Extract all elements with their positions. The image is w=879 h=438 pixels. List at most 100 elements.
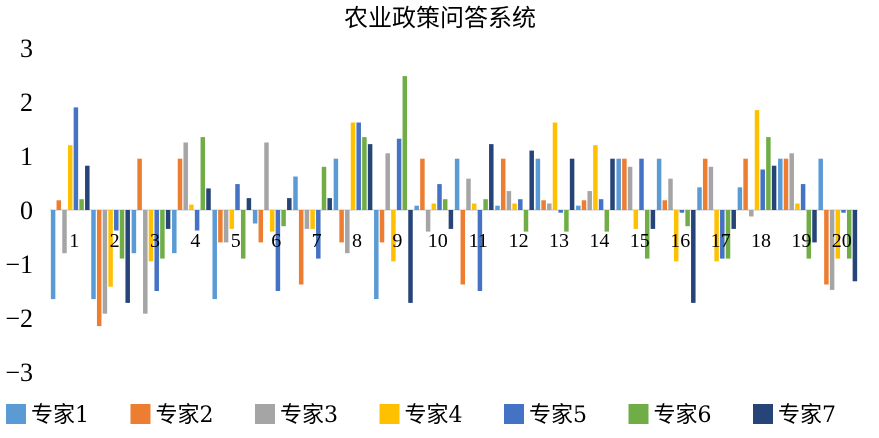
bar <box>91 210 96 300</box>
bar <box>535 158 541 210</box>
legend-swatch <box>504 404 524 424</box>
bar <box>783 158 789 210</box>
bar <box>367 144 373 210</box>
bar <box>506 191 512 210</box>
bar <box>800 184 806 210</box>
bar <box>471 203 477 210</box>
bar <box>362 137 367 210</box>
bar <box>771 165 777 210</box>
legend-swatch <box>753 404 773 424</box>
bar <box>852 210 858 282</box>
bar <box>194 210 200 231</box>
bar <box>552 122 558 210</box>
bar <box>218 210 223 243</box>
bar <box>172 210 177 254</box>
bar <box>743 158 748 210</box>
bar <box>564 210 569 232</box>
bar <box>622 158 627 210</box>
bar <box>708 166 714 210</box>
chart-title: 农业政策问答系统 <box>344 4 536 32</box>
bar <box>812 210 817 243</box>
bar <box>731 210 736 229</box>
bar <box>287 198 292 210</box>
bar <box>385 153 390 210</box>
bar <box>165 210 171 229</box>
bar <box>281 210 286 227</box>
bar <box>835 210 841 259</box>
bar <box>691 210 696 303</box>
bar <box>223 210 229 243</box>
bar <box>633 210 639 229</box>
category-label: 6 <box>271 230 281 252</box>
bar <box>431 203 437 210</box>
bar <box>806 210 812 259</box>
bar <box>523 210 529 232</box>
bar <box>298 210 304 285</box>
legend-label: 专家7 <box>778 403 836 428</box>
bar <box>189 204 194 210</box>
bar <box>137 158 142 210</box>
bar <box>725 210 731 259</box>
y-tick-label: −3 <box>5 358 33 387</box>
bar <box>374 210 379 300</box>
legend-swatch <box>255 404 275 424</box>
bar <box>269 210 275 232</box>
bar <box>148 210 154 262</box>
legend-label: 专家6 <box>654 403 712 428</box>
category-label: 19 <box>791 230 811 252</box>
category-label: 8 <box>352 230 362 252</box>
bar <box>749 210 754 217</box>
category-label: 9 <box>392 230 402 252</box>
category-label: 20 <box>832 230 852 252</box>
bar <box>454 158 460 210</box>
bar <box>500 158 506 210</box>
bar <box>662 200 668 210</box>
bar <box>229 210 235 229</box>
category-label: 4 <box>190 230 200 252</box>
bar <box>258 210 264 243</box>
bar <box>379 210 385 243</box>
bar <box>131 210 137 254</box>
legend-label: 专家4 <box>405 403 463 428</box>
bar <box>495 205 500 210</box>
category-label: 11 <box>469 230 488 252</box>
bar <box>85 165 90 210</box>
bar <box>697 187 702 210</box>
bar <box>437 184 442 210</box>
bar <box>846 210 852 259</box>
bar <box>766 137 771 210</box>
y-tick-label: 2 <box>20 88 33 117</box>
bar <box>160 210 165 259</box>
bar <box>616 158 621 210</box>
bar <box>177 158 183 210</box>
bar <box>714 210 719 262</box>
bar <box>252 210 258 224</box>
bar <box>529 150 534 210</box>
bar <box>460 210 466 285</box>
bar <box>576 205 581 210</box>
category-label: 10 <box>428 230 448 252</box>
bar <box>275 210 281 291</box>
bar <box>558 210 563 213</box>
bar <box>119 210 125 259</box>
category-label: 17 <box>711 230 731 252</box>
bar <box>569 158 575 210</box>
bar <box>414 205 419 210</box>
bar <box>593 145 598 210</box>
legend-label: 专家2 <box>156 403 214 428</box>
y-tick-label: 0 <box>20 196 33 225</box>
bar <box>483 199 488 210</box>
bar <box>327 198 332 210</box>
bar <box>639 158 644 210</box>
bar <box>679 210 685 213</box>
bar <box>339 210 344 243</box>
bar <box>778 158 783 210</box>
bar <box>125 210 130 303</box>
bar <box>73 107 79 210</box>
category-labels: 1 2 3 4 5 6 7 8 9 10 11 12 13 14 15 16 17 18 19 20 <box>69 230 852 252</box>
category-label: 16 <box>670 230 690 252</box>
bar <box>668 178 673 210</box>
bar <box>420 158 425 210</box>
bar <box>356 122 361 210</box>
